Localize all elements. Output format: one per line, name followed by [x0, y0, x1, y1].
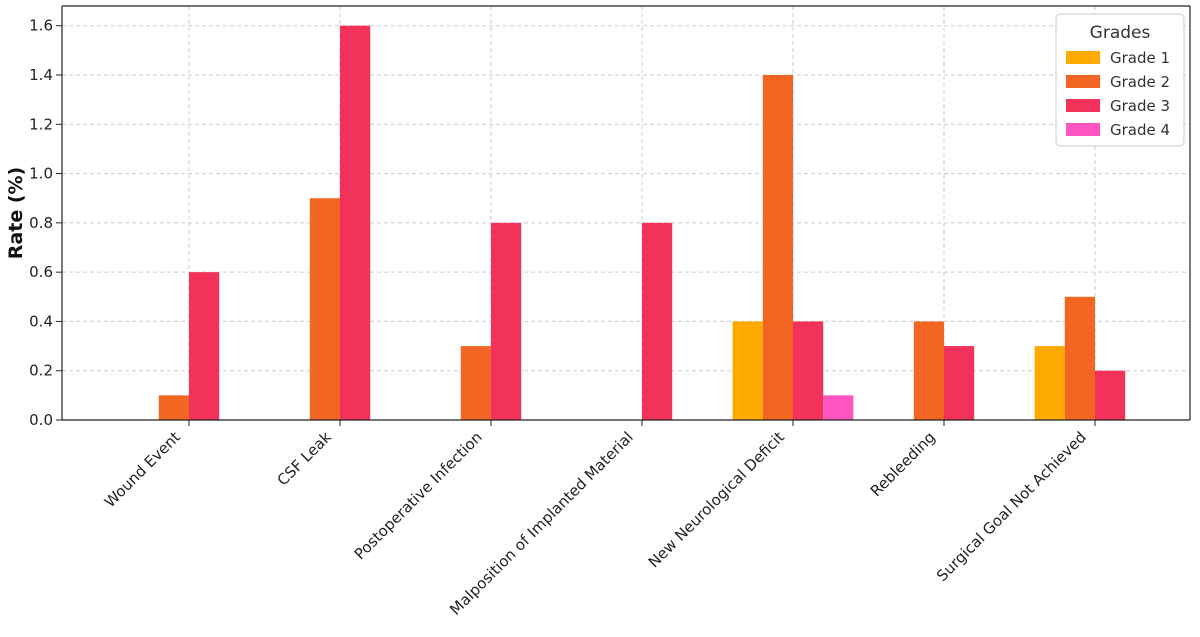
y-tick-label: 0.6	[29, 263, 53, 281]
y-tick-label: 1.4	[29, 66, 53, 84]
y-tick-label: 0.4	[29, 312, 53, 330]
legend-label: Grade 2	[1110, 73, 1170, 91]
x-tick-label: Surgical Goal Not Achieved	[933, 428, 1090, 585]
bar-grade-2	[762, 75, 793, 420]
x-tick-label: Rebleeding	[867, 428, 939, 500]
axes	[61, 5, 1191, 421]
x-tick-label: Malposition of Implanted Material	[446, 428, 637, 619]
x-tick-label: New Neurological Deficit	[645, 428, 788, 571]
y-tick-label: 0.0	[29, 411, 53, 429]
bar-grade-3	[642, 222, 673, 420]
y-tick-label: 0.2	[29, 362, 53, 380]
bar-grade-4	[823, 395, 854, 420]
legend: Grades Grade 1 Grade 2 Grade 3 Grade 4	[1055, 13, 1185, 147]
bar-grade-3	[944, 346, 975, 420]
legend-items: Grade 1 Grade 2 Grade 3 Grade 4	[1066, 49, 1170, 139]
bar-grade-2	[460, 346, 491, 420]
bar-grade-1	[1034, 346, 1065, 420]
legend-swatch	[1066, 123, 1100, 136]
x-tick-label: Wound Event	[101, 428, 184, 511]
grid-lines	[62, 6, 1190, 421]
legend-box	[1055, 13, 1185, 147]
y-tick-label: 1.6	[29, 17, 53, 35]
bar-grade-3	[1095, 370, 1126, 420]
legend-title: Grades	[1090, 23, 1151, 43]
bar-grade-3	[793, 321, 824, 420]
bar-grade-2	[309, 198, 340, 420]
x-tick-labels: Wound Event CSF Leak Postoperative Infecti…	[101, 420, 1096, 619]
legend-swatch	[1066, 51, 1100, 64]
legend-label: Grade 1	[1110, 49, 1170, 67]
x-tick-label: CSF Leak	[274, 428, 335, 489]
legend-label: Grade 3	[1110, 97, 1170, 115]
y-tick-label: 1.2	[29, 115, 53, 133]
y-tick-labels: 0.0 0.2 0.4 0.6 0.8 1.0 1.2 1.4 1.6	[29, 17, 62, 429]
bar-grade-3	[340, 25, 371, 420]
y-axis-title: Rate (%)	[5, 167, 27, 259]
bar-grade-3	[189, 272, 220, 420]
legend-swatch	[1066, 99, 1100, 112]
legend-swatch	[1066, 75, 1100, 88]
y-tick-label: 1.0	[29, 165, 53, 183]
x-tick-label: Postoperative Infection	[351, 428, 486, 563]
y-tick-label: 0.8	[29, 214, 53, 232]
legend-label: Grade 4	[1110, 121, 1170, 139]
bar-grade-2	[158, 395, 189, 420]
bar-grade-1	[732, 321, 763, 420]
bar-grade-3	[491, 222, 522, 420]
bar-grade-2	[1064, 296, 1095, 420]
bars	[158, 25, 1126, 420]
bar-grade-2	[913, 321, 944, 420]
